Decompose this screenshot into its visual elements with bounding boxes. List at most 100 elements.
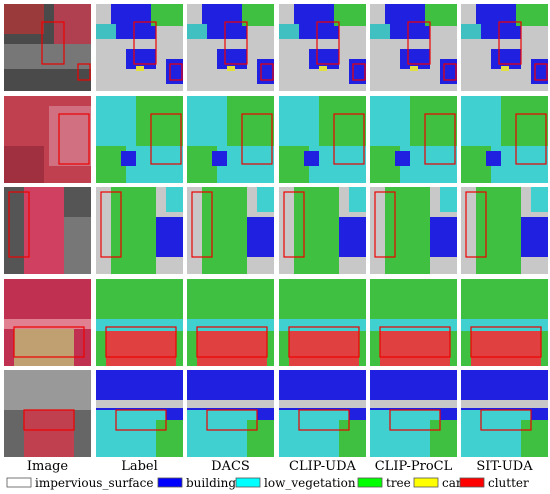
region bbox=[486, 151, 501, 166]
highlight-box bbox=[58, 113, 90, 165]
region bbox=[279, 410, 349, 457]
highlight-box bbox=[260, 63, 274, 81]
image-tile bbox=[4, 96, 91, 183]
region bbox=[156, 420, 183, 457]
region bbox=[242, 4, 274, 26]
highlight-box bbox=[150, 113, 182, 165]
highlight-box bbox=[424, 113, 456, 165]
legend-label: car bbox=[442, 476, 462, 490]
image-tile bbox=[96, 279, 183, 366]
highlight-box bbox=[515, 113, 547, 165]
image-tile bbox=[96, 4, 183, 91]
region bbox=[501, 96, 548, 146]
region bbox=[197, 331, 267, 366]
region bbox=[227, 66, 235, 71]
region bbox=[370, 400, 457, 408]
region bbox=[247, 420, 274, 457]
region bbox=[14, 329, 74, 366]
region bbox=[24, 410, 74, 457]
highlight-box bbox=[480, 409, 532, 431]
image-tile bbox=[96, 370, 183, 457]
region bbox=[64, 217, 91, 274]
legend-swatch bbox=[413, 477, 439, 488]
image-tile bbox=[279, 96, 366, 183]
image-tile bbox=[187, 187, 274, 274]
region bbox=[247, 217, 274, 257]
region bbox=[501, 66, 509, 71]
highlight-box bbox=[498, 21, 522, 65]
highlight-box bbox=[288, 326, 360, 358]
region bbox=[370, 319, 457, 331]
legend-label: tree bbox=[386, 476, 411, 490]
highlight-box bbox=[13, 326, 85, 358]
image-tile bbox=[279, 187, 366, 274]
region bbox=[461, 24, 481, 39]
region bbox=[410, 66, 418, 71]
legend-swatch bbox=[235, 477, 261, 488]
region bbox=[339, 217, 366, 257]
region bbox=[96, 410, 166, 457]
highlight-box bbox=[191, 191, 213, 258]
highlight-box bbox=[352, 63, 366, 81]
highlight-box bbox=[333, 113, 365, 165]
region bbox=[461, 410, 531, 457]
image-tile bbox=[187, 370, 274, 457]
region bbox=[24, 187, 64, 274]
region bbox=[349, 187, 366, 212]
region bbox=[4, 44, 91, 69]
region bbox=[136, 96, 183, 146]
region bbox=[187, 410, 257, 457]
legend-label: clutter bbox=[488, 476, 529, 490]
region bbox=[521, 420, 548, 457]
region bbox=[187, 319, 274, 331]
region bbox=[96, 24, 116, 39]
region bbox=[471, 331, 541, 366]
region bbox=[425, 4, 457, 26]
region bbox=[279, 319, 366, 331]
image-tile bbox=[279, 4, 366, 91]
legend-swatch bbox=[459, 477, 485, 488]
highlight-box bbox=[105, 326, 177, 358]
region bbox=[461, 319, 548, 331]
image-tile bbox=[370, 279, 457, 366]
region bbox=[187, 24, 207, 39]
image-tile bbox=[461, 4, 548, 91]
region bbox=[516, 4, 548, 26]
image-tile bbox=[187, 96, 274, 183]
highlight-box bbox=[407, 21, 431, 65]
region bbox=[476, 187, 521, 274]
highlight-box bbox=[115, 409, 167, 431]
region bbox=[334, 4, 366, 26]
image-tile bbox=[370, 4, 457, 91]
highlight-box bbox=[465, 191, 487, 258]
region bbox=[279, 24, 299, 39]
region bbox=[370, 24, 390, 39]
region bbox=[54, 4, 91, 44]
image-tile bbox=[279, 279, 366, 366]
image-tile bbox=[96, 187, 183, 274]
legend-swatch bbox=[157, 477, 183, 488]
image-tile bbox=[4, 4, 91, 91]
legend-swatch bbox=[357, 477, 383, 488]
legend-swatch bbox=[6, 477, 32, 488]
image-tile bbox=[461, 279, 548, 366]
highlight-box bbox=[283, 191, 305, 258]
column-label: DACS bbox=[211, 459, 250, 474]
region bbox=[440, 187, 457, 212]
highlight-box bbox=[100, 191, 122, 258]
image-tile bbox=[4, 279, 91, 366]
highlight-box bbox=[224, 21, 248, 65]
region bbox=[370, 410, 440, 457]
region bbox=[461, 400, 548, 408]
region bbox=[96, 319, 183, 331]
region bbox=[4, 146, 44, 183]
highlight-box bbox=[316, 21, 340, 65]
region bbox=[531, 187, 548, 212]
region bbox=[121, 151, 136, 166]
region bbox=[227, 96, 274, 146]
region bbox=[294, 187, 339, 274]
column-label: CLIP-ProCL bbox=[375, 459, 453, 474]
region bbox=[49, 106, 91, 166]
image-tile bbox=[187, 4, 274, 91]
